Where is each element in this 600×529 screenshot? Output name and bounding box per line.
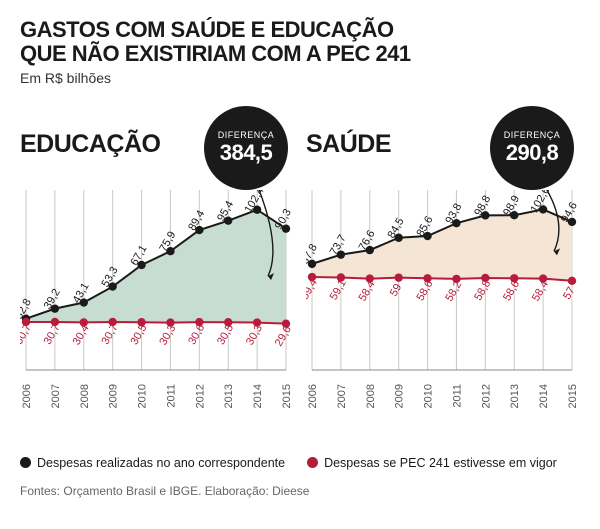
badge-value: 384,5 [220,140,273,166]
year-label: 2015 [567,384,578,408]
chart-header: EDUCAÇÃO DIFERENÇA384,5 [20,108,292,190]
chart-educação: EDUCAÇÃODIFERENÇA384,532,839,243,153,367… [20,108,292,420]
value-label: 30,7 [42,322,63,347]
legend-label-actual: Despesas realizadas no ano correspondent… [37,456,285,470]
value-label: 30,5 [128,322,149,347]
badge-label: DIFERENÇA [504,130,561,140]
value-label: 30,3 [157,322,178,347]
year-label: 2011 [165,384,177,408]
legend-swatch-actual [20,457,31,468]
value-label: 58,2 [443,279,464,304]
subtitle: Em R$ bilhões [20,70,580,86]
diferenca-badge: DIFERENÇA290,8 [490,106,574,190]
value-label: 30,5 [215,322,236,347]
year-label: 2008 [365,384,377,408]
year-label: 2012 [194,384,206,408]
value-label: 30,7 [100,322,121,347]
legend-swatch-pec [307,457,318,468]
value-label: 59 [388,281,405,298]
year-label: 2014 [252,384,264,408]
series-marker [568,276,576,284]
value-label: 59,4 [306,277,320,302]
year-label: 2014 [538,384,550,408]
value-label: 57 [561,284,578,301]
year-label: 2011 [451,384,463,408]
year-label: 2006 [21,384,33,408]
year-label: 2009 [394,384,406,408]
year-label: 2013 [509,384,521,408]
value-label: 30,7 [20,322,34,347]
value-label: 59,1 [328,277,349,302]
badge-label: DIFERENÇA [218,130,275,140]
value-label: 58,8 [472,278,493,303]
source-text: Fontes: Orçamento Brasil e IBGE. Elabora… [20,484,580,498]
year-label: 2013 [223,384,235,408]
chart-name: SAÚDE [306,108,391,159]
year-label: 2015 [281,384,292,408]
value-label: 58,6 [414,278,435,303]
year-label: 2007 [50,384,62,408]
series-line [26,321,286,323]
legend-item-actual: Despesas realizadas no ano correspondent… [20,456,285,470]
legend-label-pec: Despesas se PEC 241 estivesse em vigor [324,456,557,470]
main-title: GASTOS COM SAÚDE E EDUCAÇÃOQUE NÃO EXIST… [20,18,580,66]
chart-svg: 67,873,776,684,585,693,898,898,9102,694,… [306,190,578,420]
chart-saúde: SAÚDEDIFERENÇA290,867,873,776,684,585,69… [306,108,578,420]
year-label: 2009 [108,384,120,408]
year-label: 2010 [137,384,149,408]
charts-row: EDUCAÇÃODIFERENÇA384,532,839,243,153,367… [20,108,580,420]
area-fill [312,209,572,280]
year-label: 2010 [423,384,435,408]
year-label: 2007 [336,384,348,408]
chart-name: EDUCAÇÃO [20,108,160,159]
legend: Despesas realizadas no ano correspondent… [20,456,580,470]
year-label: 2012 [480,384,492,408]
diferenca-badge: DIFERENÇA384,5 [204,106,288,190]
value-label: 58,4 [530,278,551,303]
value-label: 58,6 [501,278,522,303]
year-label: 2006 [307,384,319,408]
value-label: 30,3 [244,322,265,347]
value-label: 29,6 [273,323,292,348]
value-label: 30,6 [186,322,207,347]
legend-item-pec: Despesas se PEC 241 estivesse em vigor [307,456,557,470]
series-marker [394,273,402,281]
chart-header: SAÚDE DIFERENÇA290,8 [306,108,578,190]
year-label: 2008 [79,384,91,408]
value-label: 30,4 [71,322,92,347]
value-label: 58,4 [357,278,378,303]
chart-svg: 32,839,243,153,367,175,989,495,4102,490,… [20,190,292,420]
badge-value: 290,8 [506,140,559,166]
